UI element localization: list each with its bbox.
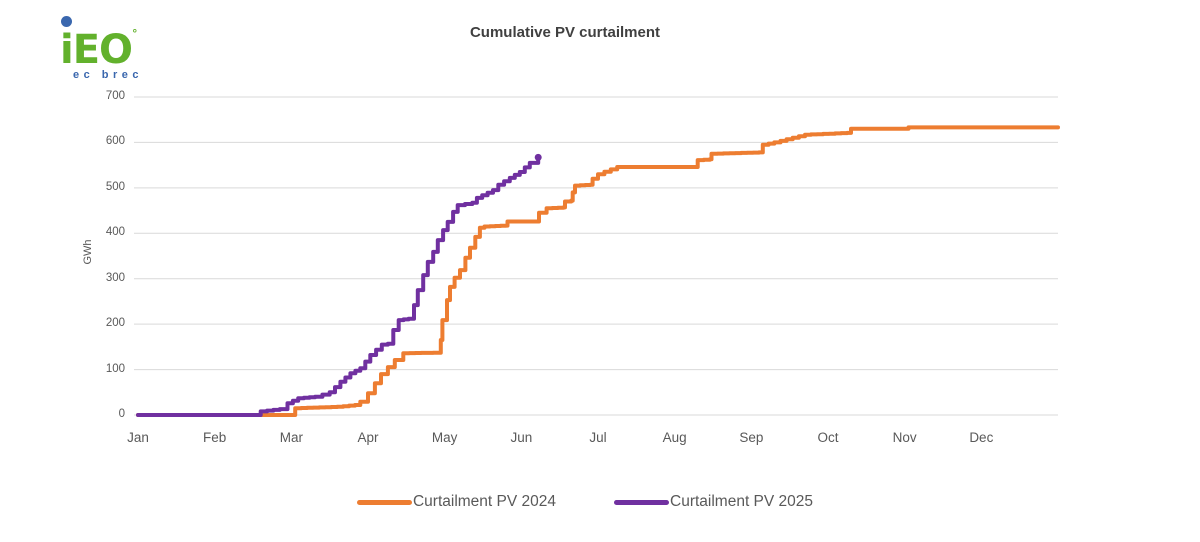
- series-line-2024: [136, 125, 1060, 417]
- x-tick-label: Oct: [817, 430, 839, 445]
- y-tick-label: 400: [105, 226, 125, 239]
- x-tick-label: Apr: [357, 430, 379, 445]
- series-line-2025: [136, 155, 541, 417]
- x-tick-label: Jun: [510, 430, 533, 445]
- legend-label-2024: Curtailment PV 2024: [412, 493, 556, 510]
- legend-item-2025: Curtailment PV 2025: [614, 493, 813, 511]
- x-tick-label: Dec: [969, 430, 994, 445]
- logo-subtext: ec brec: [73, 69, 144, 81]
- x-tick-label: Sep: [739, 430, 764, 445]
- x-tick-label: Jan: [127, 430, 149, 445]
- chart-legend: Curtailment PV 2024 Curtailment PV 2025: [0, 493, 1170, 511]
- y-tick-label: 0: [118, 408, 125, 420]
- logo-registered-mark: °: [132, 27, 137, 40]
- x-tick-label: Aug: [662, 430, 687, 445]
- legend-line-swatch-2024: [356, 499, 412, 505]
- y-tick-label: 500: [105, 180, 125, 193]
- x-tick-label: Nov: [892, 430, 917, 445]
- logo-wordmark: iEO°: [60, 12, 137, 72]
- logo-text: iEO: [60, 27, 133, 73]
- legend-line-swatch-2025: [614, 499, 669, 505]
- y-tick-label: 300: [105, 271, 125, 284]
- y-tick-label: 600: [105, 135, 125, 148]
- series-end-marker-2025: [534, 153, 542, 161]
- legend-label-2025: Curtailment PV 2025: [670, 493, 814, 510]
- x-tick-label: May: [431, 430, 458, 445]
- logo-i-dot: [61, 16, 72, 27]
- legend-item-2024: Curtailment PV 2024: [356, 493, 556, 511]
- y-tick-label: 700: [105, 90, 125, 102]
- chart-title: Cumulative PV curtailment: [469, 24, 661, 41]
- ieo-logo: iEO° ec brec: [60, 12, 190, 81]
- y-tick-label: 200: [105, 317, 125, 330]
- x-tick-label: Feb: [203, 430, 227, 445]
- y-tick-label: 100: [105, 362, 125, 375]
- x-tick-label: Mar: [279, 430, 303, 445]
- x-tick-label: Jul: [589, 430, 607, 445]
